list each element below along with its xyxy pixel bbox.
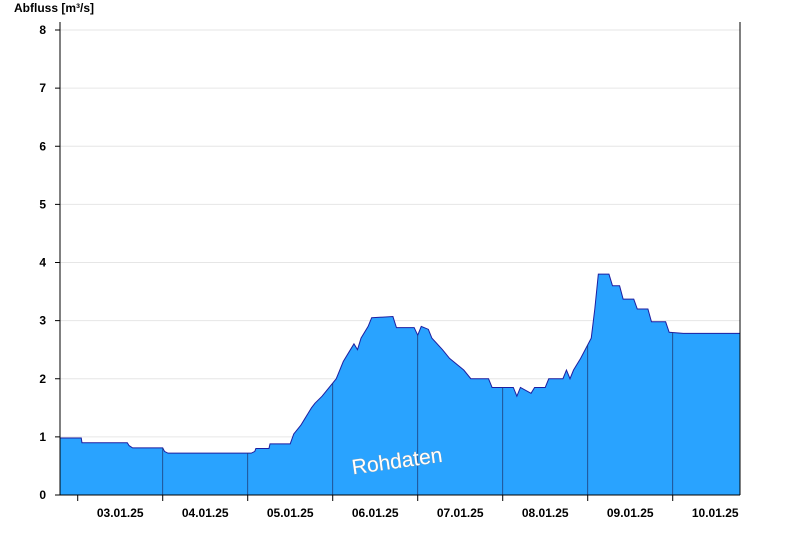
x-tick-label-09.01.25: 09.01.25 [607, 506, 654, 520]
discharge-area-series [60, 274, 740, 495]
y-tick-label-5: 5 [39, 197, 46, 211]
y-tick-label-4: 4 [39, 256, 46, 270]
day-separator-lines [77, 332, 674, 501]
x-tick-labels: 03.01.25 04.01.25 05.01.25 06.01.25 07.01.25… [97, 506, 739, 520]
x-tick-label-10.01.25: 10.01.25 [692, 506, 739, 520]
x-tick-label-07.01.25: 07.01.25 [437, 506, 484, 520]
y-tick-label-3: 3 [39, 314, 46, 328]
y-tick-label-7: 7 [39, 81, 46, 95]
discharge-line-series [60, 273, 740, 454]
x-tick-label-06.01.25: 06.01.25 [352, 506, 399, 520]
y-tick-label-6: 6 [39, 139, 46, 153]
y-tick-label-2: 2 [39, 372, 46, 386]
y-tick-label-8: 8 [39, 23, 46, 37]
y-tick-label-1: 1 [39, 430, 46, 444]
y-tick-labels: 0 1 2 3 4 5 6 7 8 [39, 23, 46, 502]
axes [59, 22, 741, 496]
x-tick-label-03.01.25: 03.01.25 [97, 506, 144, 520]
x-tick-label-08.01.25: 08.01.25 [522, 506, 569, 520]
y-tick-label-0: 0 [39, 488, 46, 502]
x-tick-label-05.01.25: 05.01.25 [267, 506, 314, 520]
y-axis-label: Abfluss [m³/s] [14, 1, 95, 15]
x-tick-label-04.01.25: 04.01.25 [182, 506, 229, 520]
